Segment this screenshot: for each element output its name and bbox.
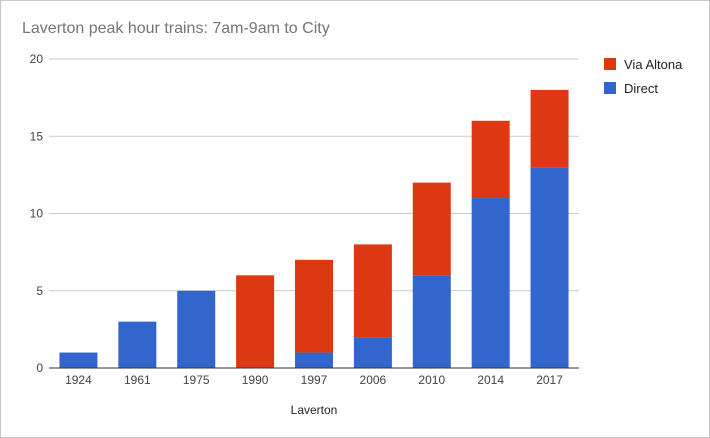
x-tick-label: 2006 <box>360 373 387 387</box>
bar-via-altona-1997[interactable] <box>295 259 333 353</box>
legend: Via Altona Direct <box>604 52 682 100</box>
bar-direct-1975[interactable] <box>177 290 216 368</box>
x-tick-label: 1961 <box>124 373 151 387</box>
y-tick-label: 15 <box>30 129 44 143</box>
x-tick-label: 1975 <box>183 373 210 387</box>
y-tick-label: 20 <box>30 52 44 66</box>
bar-direct-2010[interactable] <box>412 275 451 368</box>
x-tick-label: 1997 <box>301 373 328 387</box>
bar-via-altona-2006[interactable] <box>353 244 392 338</box>
bar-direct-2014[interactable] <box>471 198 510 368</box>
bar-via-altona-1990[interactable] <box>236 275 275 368</box>
legend-item[interactable]: Via Altona <box>604 52 682 76</box>
legend-label: Via Altona <box>624 56 683 72</box>
legend-swatch <box>604 82 616 94</box>
bar-via-altona-2017[interactable] <box>530 89 569 168</box>
y-tick-label: 0 <box>36 361 43 375</box>
bar-direct-2017[interactable] <box>530 167 569 368</box>
x-tick-label: 2017 <box>536 373 563 387</box>
bar-via-altona-2010[interactable] <box>412 182 451 276</box>
x-tick-label: 1924 <box>65 373 92 387</box>
bar-via-altona-2014[interactable] <box>471 120 510 199</box>
chart-title: Laverton peak hour trains: 7am-9am to Ci… <box>22 20 330 37</box>
x-tick-label: 2010 <box>418 373 445 387</box>
bar-direct-2006[interactable] <box>353 337 392 368</box>
y-tick-label: 5 <box>36 284 43 298</box>
x-tick-label: 2014 <box>477 373 504 387</box>
bar-direct-1924[interactable] <box>59 352 98 368</box>
bar-direct-1997[interactable] <box>295 352 333 368</box>
bar-direct-1961[interactable] <box>118 321 157 368</box>
y-tick-label: 10 <box>30 207 44 221</box>
legend-label: Direct <box>624 80 658 96</box>
legend-item[interactable]: Direct <box>604 76 682 100</box>
legend-swatch <box>604 58 616 70</box>
x-tick-label: 1990 <box>242 373 269 387</box>
x-axis-title: Laverton <box>291 403 338 417</box>
